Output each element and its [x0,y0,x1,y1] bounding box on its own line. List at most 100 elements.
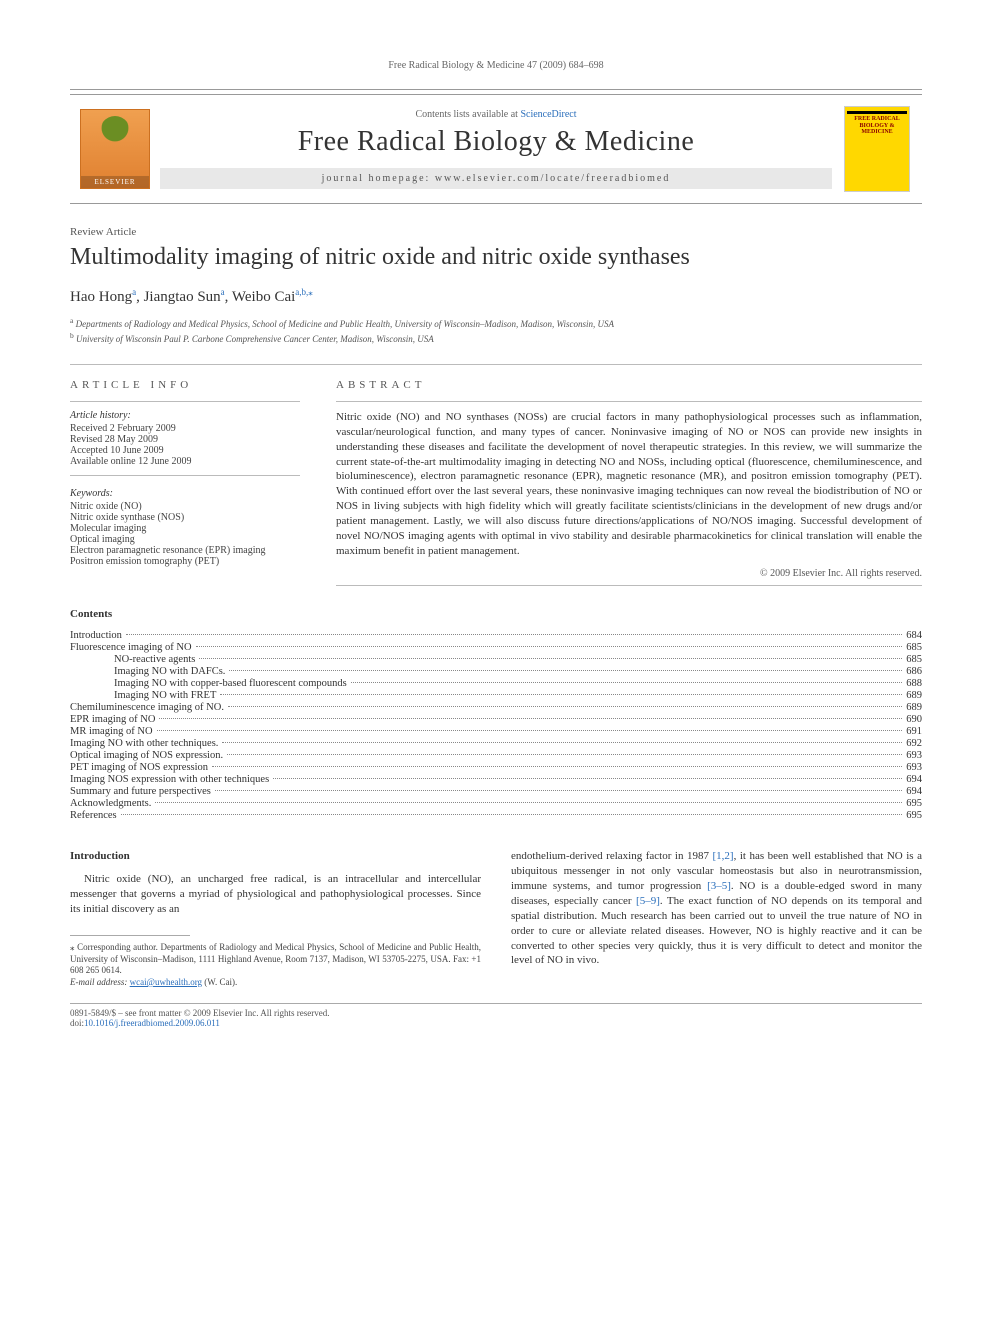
contents-available-line: Contents lists available at ScienceDirec… [160,109,832,120]
ref-link-1-2[interactable]: [1,2] [713,850,734,862]
toc-label: MR imaging of NO [70,726,153,737]
column-left: Introduction Nitric oxide (NO), an uncha… [70,849,481,988]
footer-front-matter: 0891-5849/$ – see front matter © 2009 El… [70,1008,330,1018]
body-columns: Introduction Nitric oxide (NO), an uncha… [70,849,922,988]
corr-email-link[interactable]: wcai@uwhealth.org [130,977,202,987]
toc-page: 688 [906,678,922,689]
author-1: Hao Hong [70,289,132,305]
corr-rule [70,935,190,936]
toc-leader-dots [121,814,903,815]
toc-row[interactable]: EPR imaging of NO 690 [70,714,922,725]
toc-label: EPR imaging of NO [70,714,155,725]
history-line: Revised 28 May 2009 [70,434,300,445]
toc-leader-dots [220,694,902,695]
toc-page: 690 [906,714,922,725]
toc-page: 695 [906,810,922,821]
toc-label: Imaging NO with other techniques. [70,738,218,749]
toc-leader-dots [273,778,902,779]
toc-leader-dots [159,718,902,719]
toc-row[interactable]: Imaging NO with FRET 689 [70,690,922,701]
ref-link-5-9[interactable]: [5–9] [636,895,660,907]
header-center: Contents lists available at ScienceDirec… [160,103,832,195]
toc-row[interactable]: MR imaging of NO 691 [70,726,922,737]
toc-page: 695 [906,798,922,809]
running-head: Free Radical Biology & Medicine 47 (2009… [70,60,922,71]
toc-label: Acknowledgments. [70,798,151,809]
corr-email-label: E-mail address: [70,977,130,987]
author-3-affil: a,b,⁎ [295,287,313,297]
corresponding-star[interactable]: ⁎ [308,287,313,297]
keywords-head: Keywords: [70,488,300,499]
toc-row[interactable]: Introduction 684 [70,630,922,641]
cover-thumb-icon: FREE RADICAL BIOLOGY & MEDICINE [844,106,910,192]
toc-label: References [70,810,117,821]
keyword: Nitric oxide synthase (NOS) [70,512,300,523]
toc-row[interactable]: Imaging NOS expression with other techni… [70,774,922,785]
intro-para-2: endothelium-derived relaxing factor in 1… [511,849,922,968]
toc-row[interactable]: Fluorescence imaging of NO 685 [70,642,922,653]
sciencedirect-link[interactable]: ScienceDirect [520,109,576,120]
toc-leader-dots [157,730,903,731]
history-line: Accepted 10 June 2009 [70,445,300,456]
toc-page: 693 [906,750,922,761]
corresponding-author: ⁎ Corresponding author. Departments of R… [70,942,481,989]
keyword: Electron paramagnetic resonance (EPR) im… [70,545,300,556]
history-line: Received 2 February 2009 [70,423,300,434]
contents-head: Contents [70,608,922,620]
page: Free Radical Biology & Medicine 47 (2009… [0,0,992,1068]
article-title: Multimodality imaging of nitric oxide an… [70,244,922,271]
keyword: Molecular imaging [70,523,300,534]
contents-prefix: Contents lists available at [415,109,520,120]
toc-label: Imaging NO with DAFCs. [114,666,225,677]
corr-email-suffix: (W. Cai). [202,977,237,987]
toc-page: 686 [906,666,922,677]
toc-leader-dots [155,802,902,803]
toc-page: 684 [906,630,922,641]
toc-leader-dots [212,766,902,767]
footer-doi-link[interactable]: 10.1016/j.freeradbiomed.2009.06.011 [84,1018,220,1028]
toc-row[interactable]: PET imaging of NOS expression 693 [70,762,922,773]
toc-row[interactable]: Acknowledgments. 695 [70,798,922,809]
history-line: Available online 12 June 2009 [70,456,300,467]
toc-row[interactable]: Chemiluminescence imaging of NO. 689 [70,702,922,713]
table-of-contents: Introduction 684Fluorescence imaging of … [70,630,922,821]
toc-row[interactable]: Imaging NO with copper-based fluorescent… [70,678,922,689]
toc-label: Chemiluminescence imaging of NO. [70,702,224,713]
ref-link-3-5[interactable]: [3–5] [707,880,731,892]
elsevier-tree-icon: ELSEVIER [80,109,150,189]
toc-leader-dots [196,646,903,647]
abstract-text: Nitric oxide (NO) and NO synthases (NOSs… [336,410,922,558]
toc-row[interactable]: Summary and future perspectives 694 [70,786,922,797]
toc-label: Introduction [70,630,122,641]
author-3: Weibo Cai [232,289,295,305]
elsevier-logo: ELSEVIER [70,103,160,195]
top-rule [70,89,922,90]
corr-text: Corresponding author. Departments of Rad… [70,942,481,975]
toc-row[interactable]: References 695 [70,810,922,821]
toc-leader-dots [229,670,902,671]
toc-label: PET imaging of NOS expression [70,762,208,773]
toc-page: 694 [906,774,922,785]
toc-row[interactable]: Imaging NO with DAFCs. 686 [70,666,922,677]
toc-label: Imaging NO with copper-based fluorescent… [114,678,347,689]
toc-label: Imaging NOS expression with other techni… [70,774,269,785]
affiliation: b University of Wisconsin Paul P. Carbon… [70,331,922,344]
footer-doi-prefix: doi: [70,1018,84,1028]
toc-page: 693 [906,762,922,773]
toc-label: Fluorescence imaging of NO [70,642,192,653]
cover-line2: BIOLOGY & MEDICINE [847,123,907,136]
toc-row[interactable]: Imaging NO with other techniques. 692 [70,738,922,749]
toc-page: 685 [906,642,922,653]
toc-page: 691 [906,726,922,737]
intro-para-1: Nitric oxide (NO), an uncharged free rad… [70,872,481,917]
history-head: Article history: [70,410,300,421]
journal-cover-thumb: FREE RADICAL BIOLOGY & MEDICINE [832,103,922,195]
intro-heading: Introduction [70,849,481,864]
journal-title: Free Radical Biology & Medicine [160,126,832,158]
keyword: Nitric oxide (NO) [70,501,300,512]
toc-row[interactable]: Optical imaging of NOS expression. 693 [70,750,922,761]
toc-leader-dots [228,706,902,707]
toc-leader-dots [227,754,902,755]
toc-row[interactable]: NO-reactive agents 685 [70,654,922,665]
toc-leader-dots [222,742,902,743]
